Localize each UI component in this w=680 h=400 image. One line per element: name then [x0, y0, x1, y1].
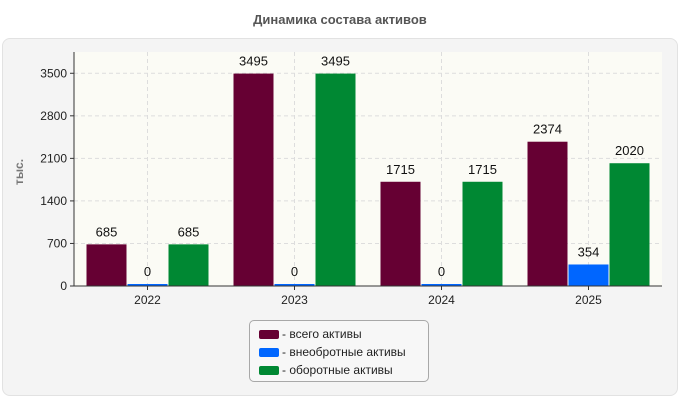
bar [315, 73, 356, 286]
bar [127, 284, 168, 286]
data-label: 3495 [321, 54, 350, 69]
legend-label: - всего активы [282, 327, 362, 341]
bar [233, 73, 274, 286]
legend-item-noncurrent-assets: - внеобротные активы [259, 343, 428, 361]
bar [527, 141, 568, 286]
data-label: 1715 [468, 162, 497, 177]
data-label: 0 [438, 264, 445, 279]
data-label: 2374 [533, 122, 562, 137]
y-tick-label: 700 [47, 236, 67, 250]
data-label: 0 [144, 264, 151, 279]
bar [168, 244, 209, 286]
chart-title: Динамика состава активов [253, 12, 427, 27]
y-tick-label: 0 [60, 279, 67, 293]
y-axis-label: тыс. [12, 159, 26, 185]
x-tick-label: 2022 [134, 293, 161, 307]
data-label: 3495 [239, 54, 268, 69]
bar [380, 181, 421, 286]
x-tick-label: 2025 [575, 293, 602, 307]
data-label: 0 [291, 264, 298, 279]
legend-swatch [259, 365, 279, 375]
x-tick-label: 2023 [281, 293, 308, 307]
legend: - всего активы - внеобротные активы - об… [249, 320, 429, 382]
bar [421, 284, 462, 286]
legend-label: - оборотные активы [282, 363, 393, 377]
data-label: 685 [96, 224, 118, 239]
y-tick-label: 1400 [40, 194, 67, 208]
data-label: 685 [178, 224, 200, 239]
y-tick-label: 2800 [40, 109, 67, 123]
data-labels: 685 0 685 3495 0 3495 1715 0 1715 2374 354 2020 [96, 54, 644, 279]
plot-area [74, 52, 662, 286]
y-tick-label: 3500 [40, 66, 67, 80]
legend-swatch [259, 329, 279, 339]
legend-item-current-assets: - оборотные активы [259, 361, 428, 379]
data-label: 1715 [386, 162, 415, 177]
bar [274, 284, 315, 286]
bars [86, 73, 650, 286]
axes: 0 700 1400 2100 2800 3500 2022 2023 2024 2025 [40, 52, 662, 307]
bar [86, 244, 127, 286]
y-tick-label: 2100 [40, 151, 67, 165]
x-tick-label: 2024 [428, 293, 455, 307]
data-label: 2020 [615, 143, 644, 158]
bar [462, 181, 503, 286]
data-label: 354 [578, 244, 600, 259]
bar [568, 264, 609, 286]
legend-label: - внеобротные активы [282, 345, 406, 359]
legend-item-total-assets: - всего активы [259, 325, 428, 343]
legend-swatch [259, 347, 279, 357]
bar [609, 163, 650, 286]
